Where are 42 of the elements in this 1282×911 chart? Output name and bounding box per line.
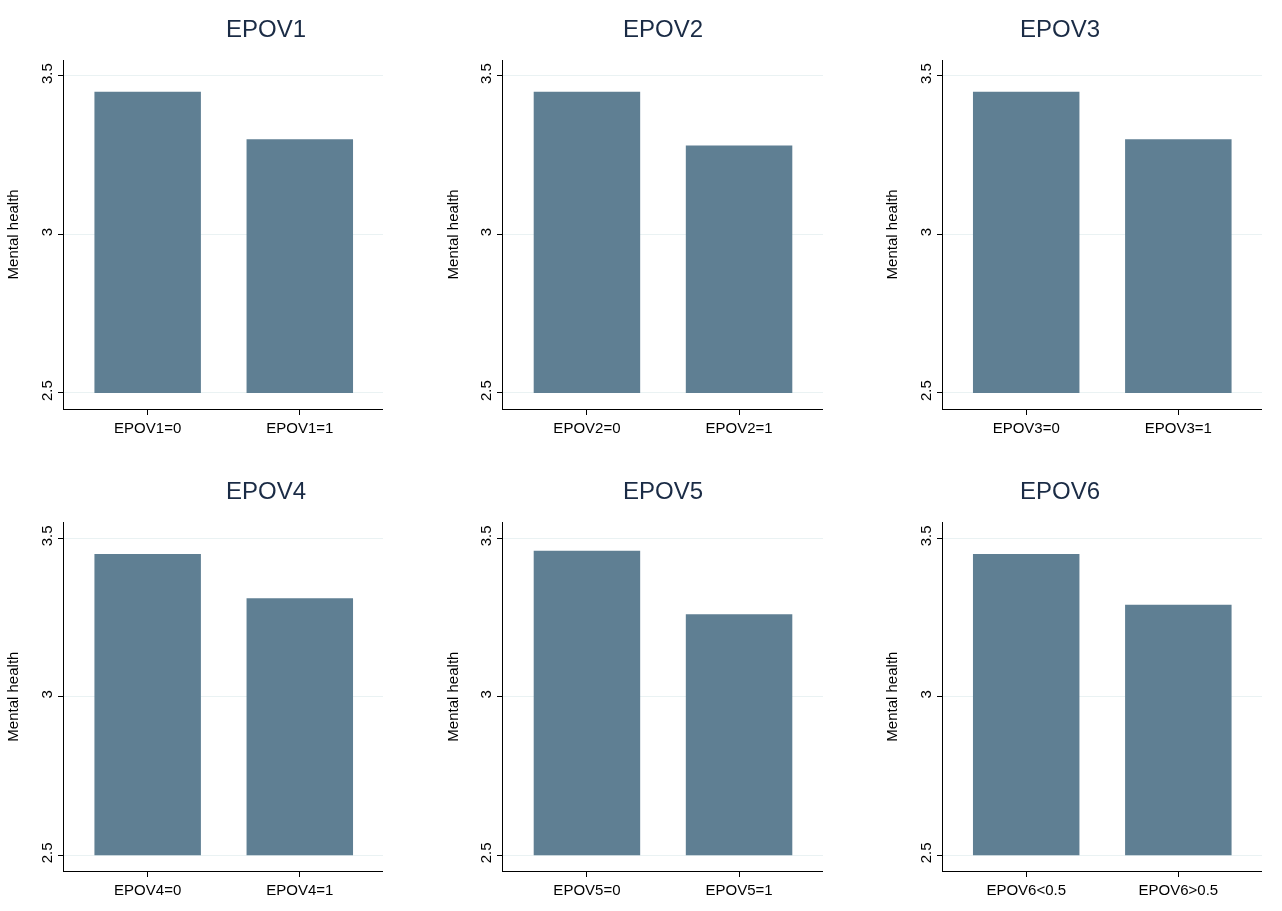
chart-title: EPOV6 [1020,477,1101,504]
y-axis-title: Mental health [882,189,900,280]
x-tick-label: EPOV6>0.5 [1138,881,1219,898]
chart-title: EPOV4 [226,477,307,504]
x-tick-label: EPOV1=1 [266,418,334,436]
y-axis-title: Mental health [4,189,22,280]
y-axis-title: Mental health [882,651,900,742]
x-tick-label: EPOV4=1 [266,881,334,898]
x-tick-label: EPOV4=0 [114,881,182,898]
y-tick-label: 3 [477,690,495,699]
chart-title: EPOV5 [623,477,704,504]
x-tick-label: EPOV5=1 [705,881,773,898]
y-tick-label: 2.5 [477,842,495,864]
y-tick-label: 3.5 [477,525,495,547]
y-axis-title: Mental health [443,651,461,742]
x-tick-label: EPOV3=1 [1144,418,1212,436]
x-tick-label: EPOV6<0.5 [986,881,1067,898]
y-axis-title: Mental health [4,651,22,742]
x-tick-label: EPOV1=0 [114,418,182,436]
y-tick-label: 2.5 [38,842,55,864]
y-tick-label: 3 [38,227,55,237]
chart-title: EPOV2 [623,15,704,42]
y-tick-label: 2.5 [916,842,934,864]
y-tick-label: 3 [916,690,934,699]
x-tick-label: EPOV2=0 [553,418,621,436]
y-tick-label: 3 [477,227,495,237]
y-axis-title: Mental health [443,189,461,280]
y-tick-label: 3 [916,227,934,237]
y-tick-label: 2.5 [916,380,934,402]
y-tick-label: 2.5 [38,380,55,402]
x-tick-label: EPOV2=1 [705,418,773,436]
y-tick-label: 3 [38,690,55,699]
x-tick-label: EPOV5=0 [553,881,621,898]
y-tick-label: 2.5 [477,380,495,402]
chart-title: EPOV1 [226,15,307,42]
y-tick-label: 3.5 [38,525,55,547]
chart-title: EPOV3 [1020,15,1101,42]
y-tick-label: 3.5 [916,525,934,547]
y-tick-label: 3.5 [916,63,934,85]
y-tick-label: 3.5 [477,63,495,85]
x-tick-label: EPOV3=0 [992,418,1060,436]
y-tick-label: 3.5 [38,63,55,85]
